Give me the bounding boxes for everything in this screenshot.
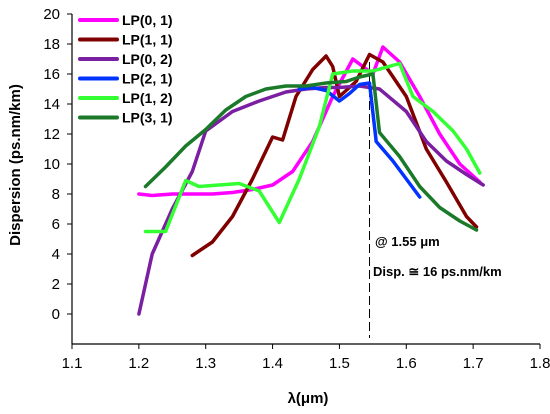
y-tick-label: 0 <box>52 306 60 323</box>
series-line-lp-1-1 <box>190 52 479 258</box>
series-line-lp-3-1 <box>143 72 479 232</box>
y-axis-ticks: 0 2 4 6 8 10 12 14 16 18 20 <box>43 6 72 323</box>
y-tick-label: 16 <box>43 66 60 83</box>
legend-label: LP(1, 2) <box>122 90 173 106</box>
y-tick-label: 18 <box>43 36 60 53</box>
x-tick-label: 1.6 <box>396 355 417 372</box>
legend-label: LP(0, 2) <box>122 51 173 67</box>
x-tick-label: 1.7 <box>463 355 484 372</box>
x-tick-label: 1.4 <box>262 355 283 372</box>
x-tick-label: 1.2 <box>128 355 149 372</box>
y-tick-label: 14 <box>43 96 60 113</box>
x-axis-label: λ(μm) <box>288 390 329 407</box>
series-line-lp-1-2 <box>143 61 482 234</box>
y-tick-label: 2 <box>52 276 60 293</box>
y-tick-label: 6 <box>52 216 60 233</box>
legend-label: LP(0, 1) <box>122 12 173 28</box>
x-tick-label: 1.5 <box>329 355 350 372</box>
y-tick-label: 4 <box>52 246 60 263</box>
y-axis-label: Dispersion (ps.nm/km) <box>7 84 24 246</box>
y-tick-label: 20 <box>43 6 60 23</box>
y-tick-label: 8 <box>52 186 60 203</box>
plot-frame <box>71 14 540 345</box>
annotation-wavelength: @ 1.55 μm <box>375 234 440 249</box>
series-group <box>137 45 485 316</box>
y-tick-label: 10 <box>43 156 60 173</box>
legend-label: LP(2, 1) <box>122 71 173 87</box>
x-tick-label: 1.8 <box>530 355 550 372</box>
x-axis-ticks: 1.1 1.2 1.3 1.4 1.5 1.6 1.7 1.8 <box>62 344 550 372</box>
legend-label: LP(1, 1) <box>122 32 173 48</box>
x-tick-label: 1.1 <box>62 355 83 372</box>
x-tick-label: 1.3 <box>195 355 216 372</box>
legend: LP(0, 1) LP(1, 1) LP(0, 2) LP(2, 1) LP(1, 2)… <box>78 12 173 126</box>
legend-label: LP(3, 1) <box>122 110 173 126</box>
annotation-dispersion: Disp. ≅ 16 ps.nm/km <box>373 264 502 279</box>
y-tick-label: 12 <box>43 126 60 143</box>
series-line-lp-2-1 <box>297 81 422 199</box>
